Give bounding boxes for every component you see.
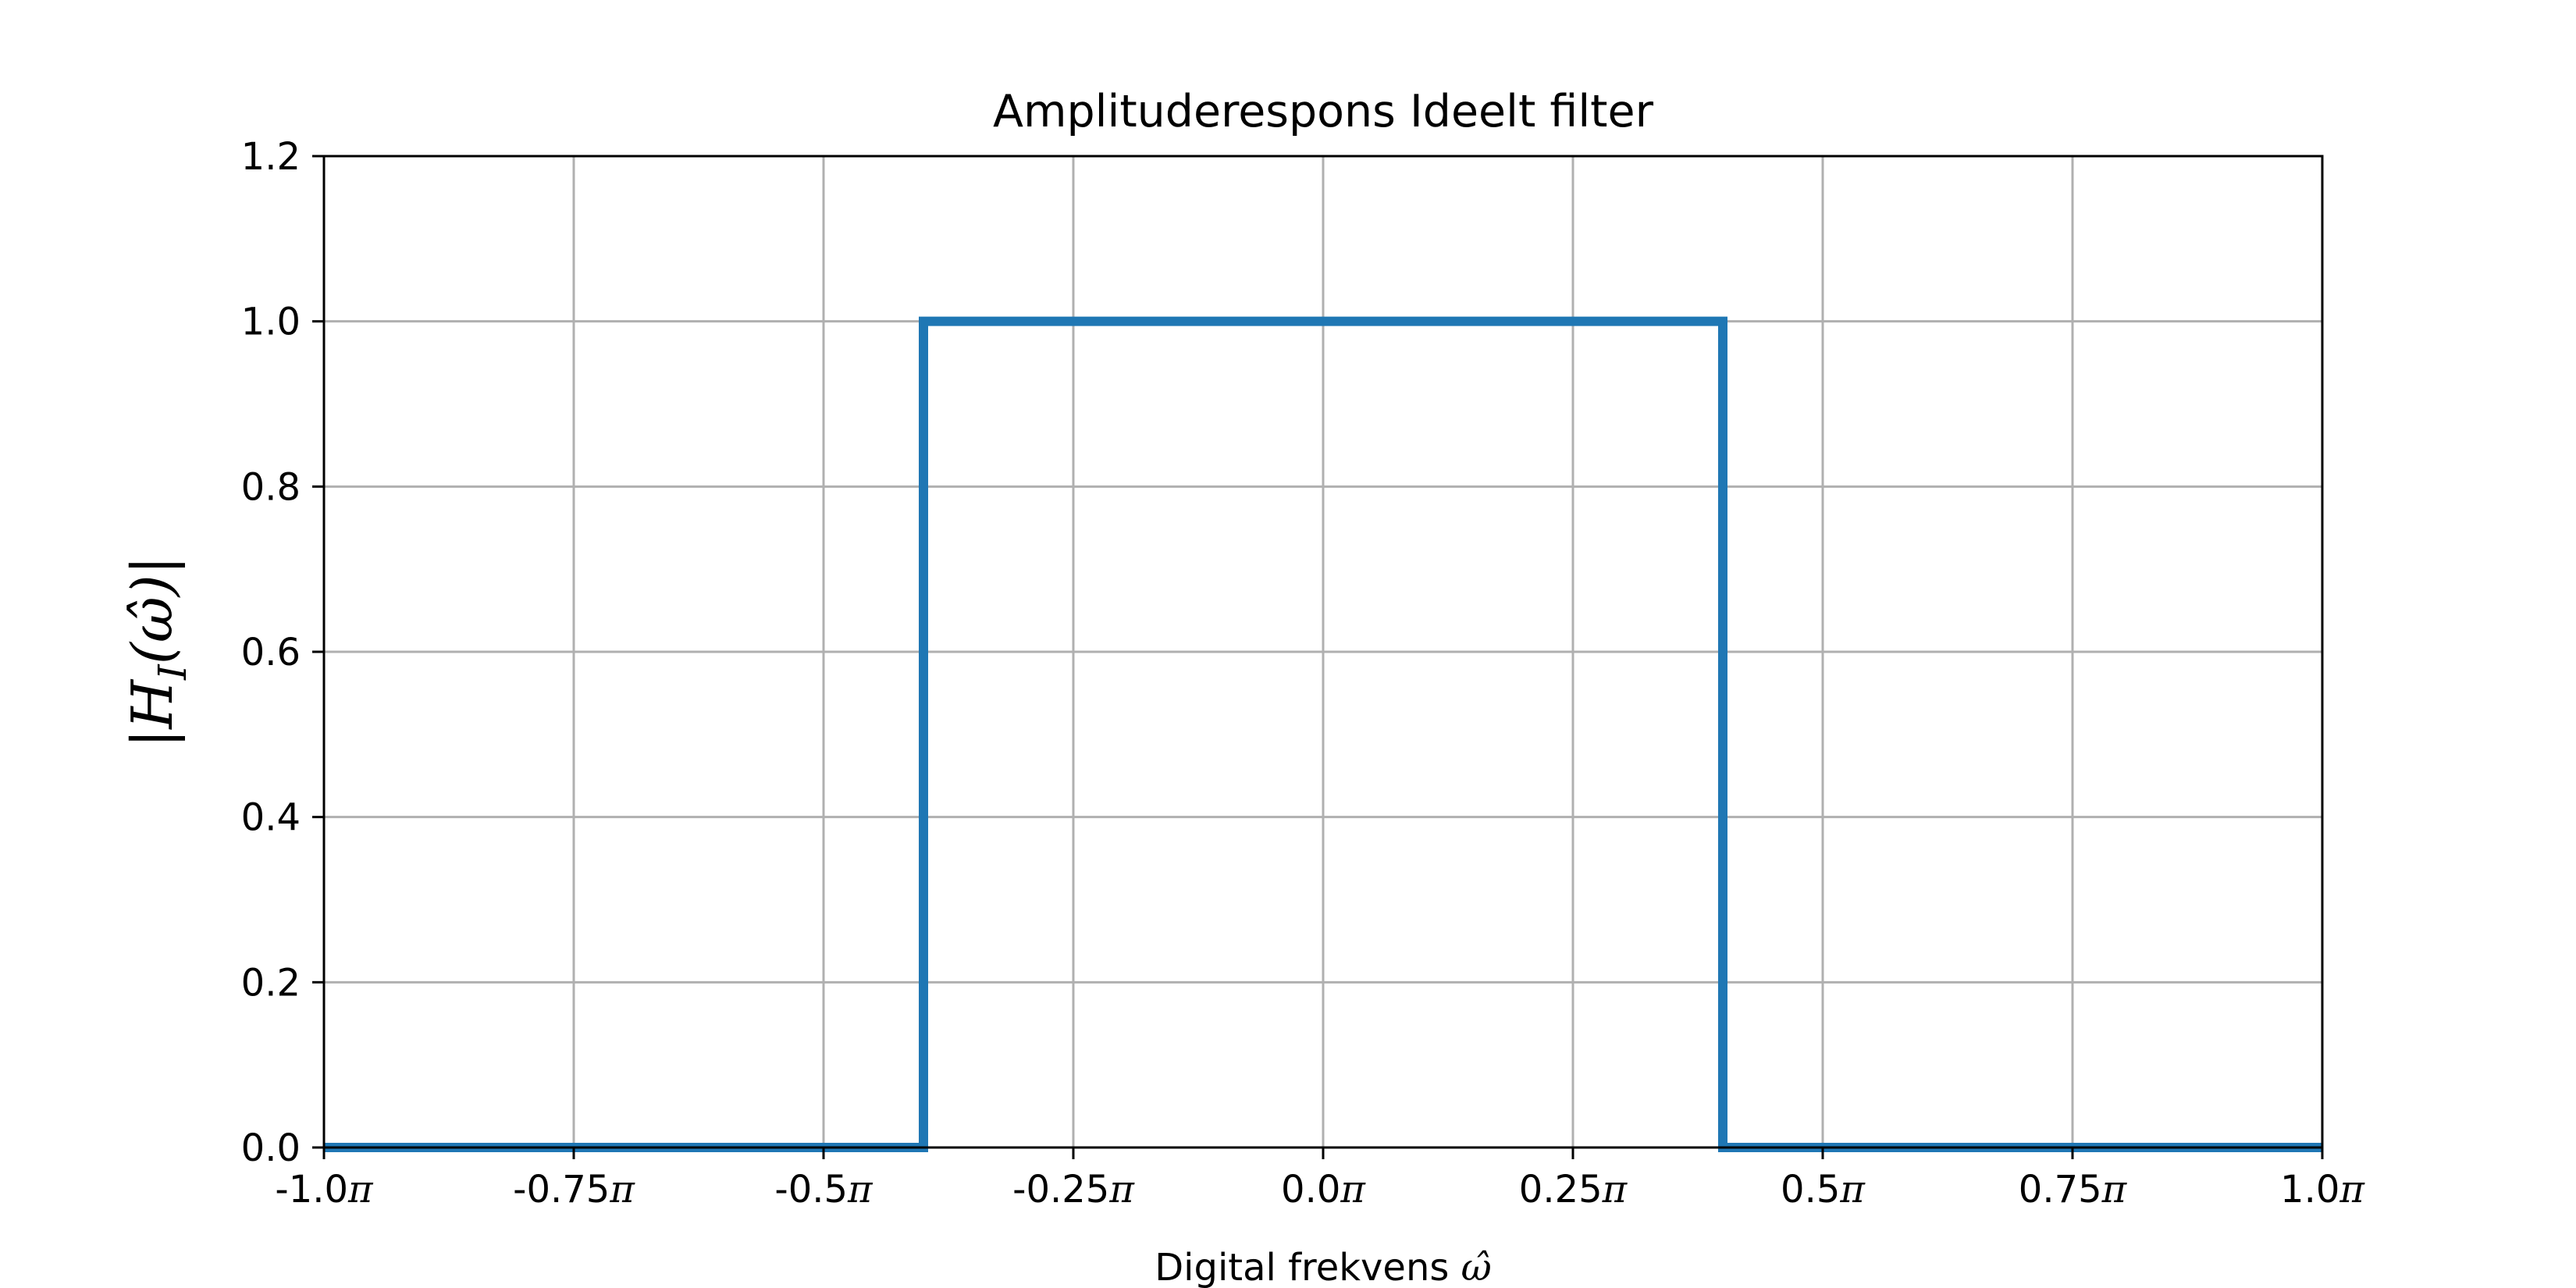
y-tick-label: 0.6	[241, 631, 301, 674]
x-tick-label: 0.25π	[1519, 1168, 1628, 1212]
y-tick-label: 0.2	[241, 961, 301, 1005]
x-tick-label: -0.5π	[774, 1168, 873, 1212]
y-tick-label: 1.2	[241, 135, 301, 179]
x-tick-label: 1.0π	[2280, 1168, 2365, 1212]
x-tick-label: -0.25π	[1012, 1168, 1135, 1212]
y-tick-label: 1.0	[241, 301, 301, 344]
y-axis-label: |HI(ω̂)|	[119, 556, 195, 748]
x-axis-label: Digital frekvens ω̂	[1155, 1246, 1492, 1288]
x-tick-label: -0.75π	[513, 1168, 635, 1212]
x-tick-label: 0.75π	[2019, 1168, 2128, 1212]
chart-title: Amplituderespons Ideelt filter	[993, 86, 1654, 137]
y-tick-label: 0.8	[241, 465, 301, 509]
x-tick-label: 0.0π	[1281, 1168, 1366, 1212]
ticks: -1.0π -0.75π -0.5π -0.25π 0.0π 0.25π 0.5π 0.75π…	[241, 135, 2366, 1212]
y-tick-label: 0.4	[241, 796, 301, 840]
x-tick-label: 0.5π	[1781, 1168, 1866, 1212]
x-tick-label: -1.0π	[275, 1168, 374, 1212]
y-tick-label: 0.0	[241, 1126, 301, 1170]
